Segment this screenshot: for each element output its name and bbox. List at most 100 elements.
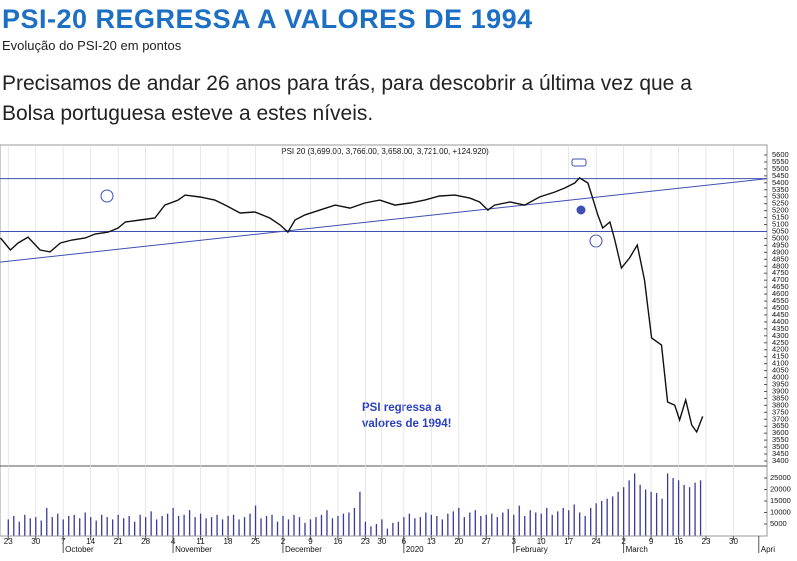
icon [571,158,587,167]
y-tick-label: 4100 [772,359,789,368]
volume-bar [568,510,570,536]
volume-tick-label: 10000 [770,507,791,516]
volume-bar [507,509,509,536]
volume-bar [677,480,680,536]
annotation: PSI regressa a [362,402,442,414]
volume-bar [590,507,592,536]
x-tick-label: 9 [308,537,313,546]
title: PSI-20 REGRESSA A VALORES DE 1994 [2,4,533,34]
volume-bar [628,480,630,536]
y-tick-label: 5200 [772,206,789,215]
volume-bar [117,514,119,536]
y-tick-label: 3650 [772,421,789,430]
volume-bar [172,507,174,536]
volume-bar [364,521,367,536]
x-tick-label: 30 [377,537,386,546]
volume-bar [458,507,460,536]
y-tick-label: 4850 [772,254,789,263]
x-tick-label: 25 [251,537,260,546]
y-tick-label: 5150 [772,213,789,222]
icon [576,205,586,215]
y-tick-label: 4700 [772,275,789,284]
y-tick-label: 3950 [772,379,789,388]
y-tick-label: 4800 [772,261,789,270]
y-tick-label: 4650 [772,282,789,291]
x-tick-label: 13 [427,537,436,546]
y-tick-label: 5350 [772,185,789,194]
volume-bar [375,524,378,536]
volume-bar [447,513,449,536]
x-tick-label: 30 [31,537,40,546]
annotation: valores de 1994! [362,418,452,430]
chart-header: PSI 20 (3,699.00, 3,766.00, 3,658.00, 3,… [281,147,489,156]
icon [100,189,114,203]
volume-bar [403,517,405,536]
y-tick-label: 4750 [772,268,789,277]
month-label: October [65,545,94,554]
volume-bar [579,512,581,536]
month-label: Apri [761,545,775,554]
volume-bar [661,498,663,536]
volume-bar [551,514,553,536]
volume-bar [436,515,438,536]
y-tick-label: 4950 [772,240,789,249]
volume-bar [134,521,136,536]
volume-bar [101,514,103,536]
volume-bar [84,512,86,536]
volume-bar [480,515,482,536]
volume-bar [518,505,520,536]
volume-bar [595,503,597,536]
y-tick-label: 5000 [772,233,789,242]
y-tick-label: 4150 [772,352,789,361]
y-tick-label: 4200 [772,345,789,354]
volume-tick-label: 5000 [770,519,787,528]
volume-bar [199,513,202,536]
volume-bar [221,519,224,536]
volume-bar [529,510,531,536]
volume-bar [331,518,334,536]
volume-bar [68,515,70,536]
volume-bar [370,526,372,536]
volume-bar [496,517,498,536]
volume-bar [276,521,279,536]
y-tick-label: 3750 [772,407,789,416]
volume-bar [474,510,476,536]
x-tick-label: 14 [86,537,95,546]
x-tick-label: 10 [537,537,546,546]
volume-bar [342,513,345,536]
volume-bar [265,515,268,536]
month-label: December [285,545,322,554]
y-tick-label: 3700 [772,414,789,423]
volume-bar [309,519,312,536]
month-label: 2020 [406,545,424,554]
x-tick-label: 23 [702,537,711,546]
volume-bar [655,492,658,536]
volume-bar [694,482,696,536]
volume-bar [40,520,42,536]
volume-bar [128,515,130,536]
volume-bar [150,511,152,536]
x-tick-label: 9 [649,537,654,546]
volume-bar [166,513,169,536]
volume-bar [238,519,240,536]
volume-tick-label: 25000 [770,473,791,482]
y-tick-label: 4600 [772,289,789,298]
x-tick-label: 23 [361,537,370,546]
volume-bar [386,528,389,536]
y-tick-label: 4300 [772,331,789,340]
volume-bar [29,518,31,536]
volume-bar [90,517,92,536]
x-tick-label: 17 [564,537,573,546]
x-tick-label: 16 [674,537,683,546]
volume-bar [524,515,526,536]
volume-bar [469,512,471,536]
volume-bar [381,519,383,536]
volume-bar [546,507,548,536]
volume-bar [243,517,246,536]
y-tick-label: 4250 [772,338,789,347]
volume-bar [441,519,443,536]
volume-bar [62,519,64,536]
y-tick-label: 5250 [772,199,789,208]
volume-bar [348,512,350,536]
